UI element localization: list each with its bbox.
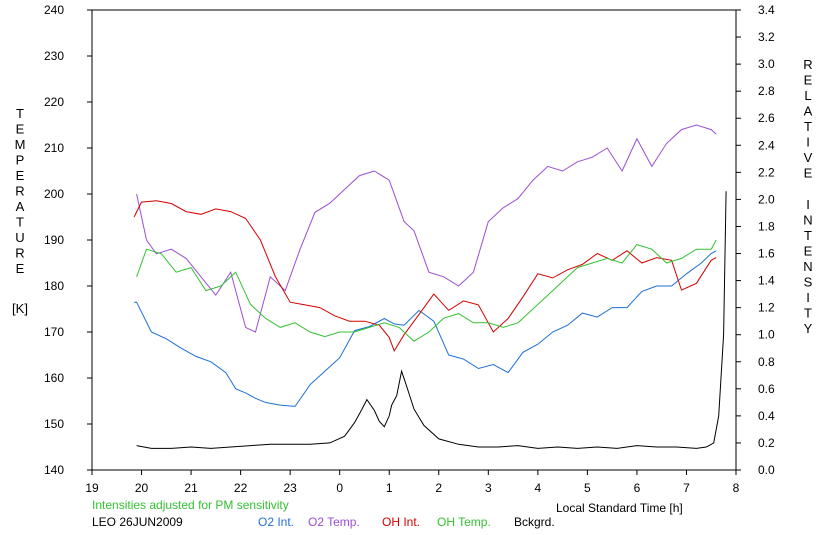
y-right-title-letter: L [804,88,811,103]
series-layer [133,124,727,449]
y-right-title-letter: I [806,197,810,212]
x-tick-label: 5 [584,481,591,495]
x-tick-label: 22 [234,481,248,495]
y-right-title-letter: R [803,57,812,72]
y-left-title-letter: E [16,122,25,137]
pm-sensitivity-note: Intensities adjusted for PM sensitivity [92,498,289,512]
y-left-tick-label: 160 [44,371,64,385]
y-right-title-letter: A [804,104,813,119]
series-oh-temp-line [136,239,717,342]
y-left-title-letter: E [16,261,25,276]
x-tick-label: 20 [135,481,149,495]
y-right-tick-label: 3.4 [758,3,775,17]
y-right-tick-label: 2.4 [758,138,775,152]
y-right-tick-label: 1.6 [758,247,775,261]
y-right-title-letter: Y [804,321,813,336]
x-tick-label: 8 [733,481,740,495]
y-left-title-letter: T [16,106,24,121]
plot-frame [91,9,737,471]
y-right-tick-label: 0.2 [758,436,775,450]
y-right-title-letter: T [804,306,812,321]
y-right-tick-label: 2.2 [758,165,775,179]
legend-entry: OH Int. [382,515,420,529]
y-right-tick-label: 1.4 [758,274,775,288]
y-right-tick-label: 2.0 [758,192,775,206]
y-right-title-letter: V [804,150,813,165]
legend-entry: O2 Temp. [308,515,360,529]
y-left-title-letter: R [15,184,24,199]
legend-entry: Bckgrd. [514,515,555,529]
y-right-tick-label: 2.8 [758,84,775,98]
y-right-tick-label: 2.6 [758,111,775,125]
series-oh-int-line [133,200,717,353]
y-left-title-letter: U [15,230,24,245]
y-left-tick-label: 210 [44,141,64,155]
x-tick-label: 0 [336,481,343,495]
y-left-tick-label: 140 [44,463,64,477]
y-left-title-letter: E [16,168,25,183]
x-tick-label: 19 [85,481,99,495]
x-tick-label: 2 [435,481,442,495]
tick-layer: 19 20 21 22 23 0 1 2 3 4 5 6 7 8140150160170180190200… [44,3,775,495]
y-right-title-letter: E [804,244,813,259]
x-tick-label: 4 [535,481,542,495]
x-tick-label: 23 [283,481,297,495]
y-left-unit: [K] [12,301,28,316]
x-tick-label: 1 [386,481,393,495]
y-right-tick-label: 0.0 [758,463,775,477]
series-bckgrd-line [136,191,727,449]
y-right-title-letter: T [804,228,812,243]
y-left-tick-label: 170 [44,325,64,339]
x-axis-title: Local Standard Time [h] [556,501,683,515]
legend-entry: O2 Int. [258,515,294,529]
x-tick-label: 6 [634,481,641,495]
legend-entry: OH Temp. [437,515,491,529]
y-left-title-letter: A [16,199,25,214]
y-left-title-letter: M [15,137,26,152]
y-left-title-letter: P [16,153,25,168]
y-right-tick-label: 1.2 [758,301,775,315]
y-left-title-letter: T [16,215,24,230]
y-right-tick-label: 3.2 [758,30,775,44]
y-right-tick-label: 0.8 [758,355,775,369]
series-o2-temp-line [136,124,717,333]
y-right-tick-label: 1.0 [758,328,775,342]
y-left-tick-label: 180 [44,279,64,293]
y-right-tick-label: 0.4 [758,409,775,423]
y-right-title-letter: S [804,275,813,290]
y-right-title-letter: T [804,119,812,134]
y-left-tick-label: 220 [44,95,64,109]
station-date: LEO 26JUN2009 [92,515,183,529]
y-left-tick-label: 150 [44,417,64,431]
y-right-title-letter: I [806,290,810,305]
y-left-tick-label: 200 [44,187,64,201]
x-tick-label: 3 [485,481,492,495]
y-right-title-letter: E [804,166,813,181]
series-o2-int-line [134,250,717,407]
y-right-title-letter: N [803,259,812,274]
y-left-tick-label: 230 [44,49,64,63]
legend: O2 Int. O2 Temp. OH Int. OH Temp. Bckgrd. [258,515,555,529]
y-left-title-letter: R [15,246,24,261]
y-right-tick-label: 3.0 [758,57,775,71]
y-right-title-letter: E [804,73,813,88]
y-left-tick-label: 240 [44,3,64,17]
y-right-title-letter: I [806,135,810,150]
x-tick-label: 21 [184,481,198,495]
y-right-tick-label: 0.6 [758,382,775,396]
y-left-tick-label: 190 [44,233,64,247]
y-right-title-letter: N [803,213,812,228]
x-tick-label: 7 [683,481,690,495]
y-right-tick-label: 1.8 [758,219,775,233]
